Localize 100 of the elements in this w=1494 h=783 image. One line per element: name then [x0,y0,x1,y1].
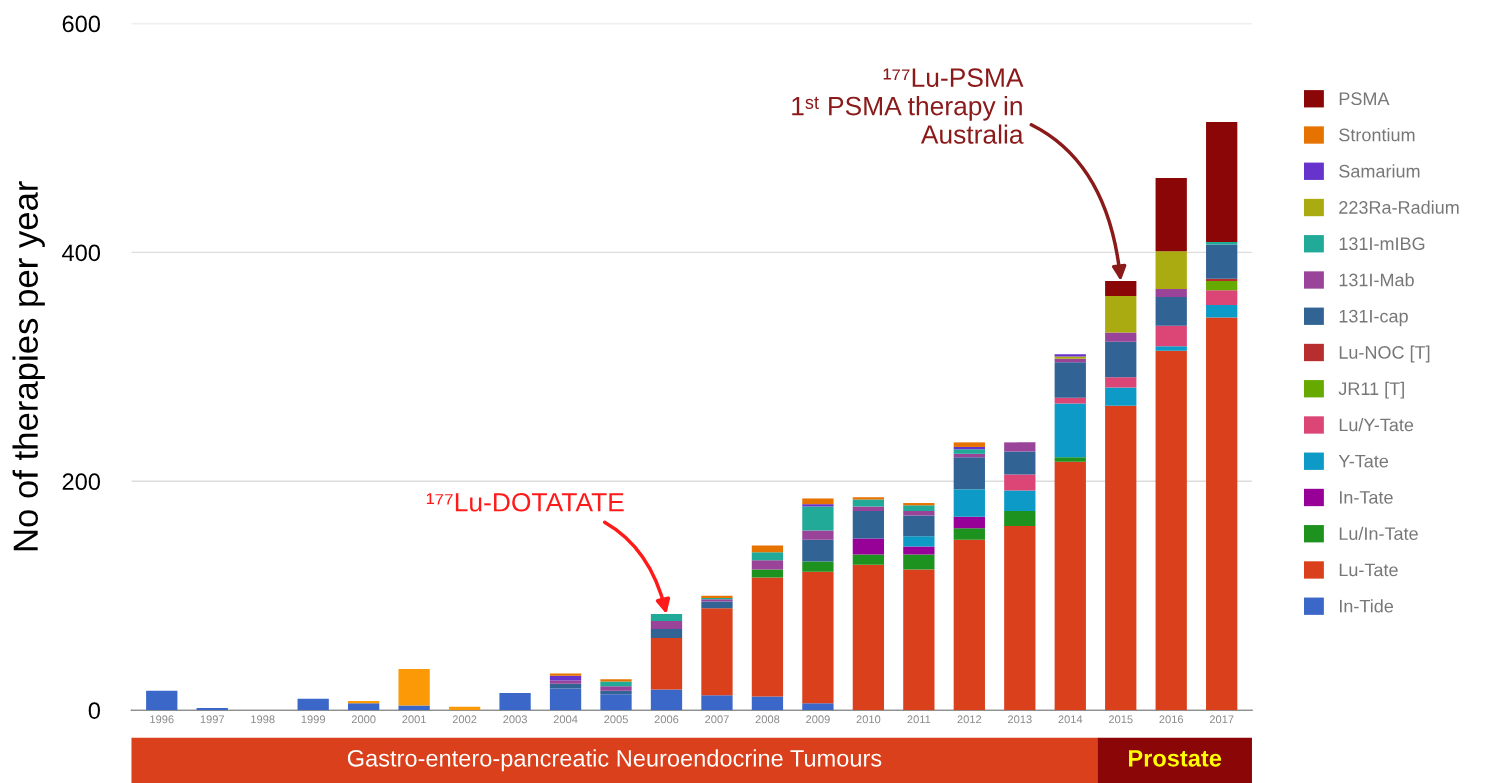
bar [903,546,935,555]
bar [953,449,985,454]
legend-label: Lu-NOC [T] [1339,345,1430,363]
bar [1155,325,1187,347]
bar [903,505,935,512]
x-tick-label: 2012 [957,715,982,724]
x-tick-label: 1999 [301,715,326,724]
bar [802,498,834,505]
bar [751,569,784,578]
legend-label: Lu-Tate [1339,563,1398,577]
bar [751,560,784,570]
x-tick-label: 2004 [553,715,578,724]
bar [953,528,985,540]
x-tick-label: 1996 [150,715,174,724]
x-tick-label: 2008 [755,715,780,724]
legend-label: 131I-cap [1339,309,1408,327]
bar [701,608,733,696]
bar [1054,403,1086,458]
bar [600,694,632,711]
y-axis-title: No of therapies per year [12,181,45,551]
bar [146,690,178,711]
bar [751,696,784,711]
legend-label: PSMA [1339,92,1390,106]
bar [1155,289,1187,298]
bar [398,668,430,706]
bar [852,564,885,711]
bar [701,695,733,711]
legend-label: Lu/Y-Tate [1339,418,1414,432]
bar [802,571,834,704]
legend-label: 223Ra-Radium [1339,200,1459,214]
bar [953,539,985,711]
legend-label: JR11 [T] [1338,381,1404,399]
bar [549,688,582,711]
bar [852,511,885,539]
text: Gastro-entero-pancreatic Neuroendocrine Tumours [347,749,882,772]
bar [751,552,784,561]
x-tick-label: 2009 [806,715,830,724]
annotation: ¹⁷⁷Lu-DOTATATE [426,492,624,512]
y-tick-label: 200 [62,473,100,491]
legend-label: In-Tate [1339,491,1393,504]
x-tick-label: 2002 [452,715,477,724]
x-tick-label: 2013 [1008,715,1032,724]
bar [903,554,935,570]
bar [802,530,834,540]
bar [1155,350,1187,711]
bar [1004,451,1036,475]
bar [903,515,935,537]
bar [398,705,430,711]
bar [1054,457,1086,462]
bar [348,703,380,711]
bar [1105,377,1137,388]
bar [852,554,885,565]
bar [903,536,935,547]
legend-label: Y-Tate [1338,454,1389,468]
legend-label: Lu/In-Tate [1339,526,1418,541]
bar [802,506,834,531]
bar [802,703,834,711]
text: Prostate [1129,750,1222,767]
bar [1105,332,1137,342]
bar [600,679,632,682]
x-tick-label: 2016 [1159,715,1184,724]
bar [953,457,985,490]
bar [1206,244,1238,279]
bar [903,511,935,516]
x-tick-label: 2005 [604,715,628,724]
bar [1105,295,1137,333]
x-tick-label: 2011 [907,715,931,724]
x-tick-label: 2003 [503,715,527,724]
bar [650,689,683,711]
bar [1155,251,1187,290]
bar [903,569,935,711]
bar [600,686,632,691]
bar [852,497,885,500]
bar [650,614,683,621]
bar [852,538,885,555]
x-tick-label: 2017 [1209,715,1234,724]
legend-label: Strontium [1339,128,1415,142]
x-tick-label: 2006 [654,715,679,724]
x-tick-label: 2015 [1108,715,1133,724]
bar [1155,297,1187,326]
bar [1105,387,1137,406]
legend-label: 131I-mIBG [1339,237,1425,251]
x-tick-label: 2001 [402,715,426,724]
bar [701,601,733,609]
bar [751,577,784,697]
bar [1004,474,1036,491]
bar [1155,346,1187,351]
bar [802,561,834,572]
bar [549,680,582,684]
x-tick-label: 2000 [351,715,376,724]
bar [802,539,834,562]
bar [1206,281,1238,291]
legend-label: In-Tide [1339,599,1394,613]
bar [1054,461,1086,711]
bar [650,628,683,639]
x-tick-label: 2007 [705,715,729,724]
y-tick-label: 600 [62,15,100,33]
bar [600,681,632,687]
y-tick-label: 0 [88,702,100,719]
bar [751,545,784,553]
